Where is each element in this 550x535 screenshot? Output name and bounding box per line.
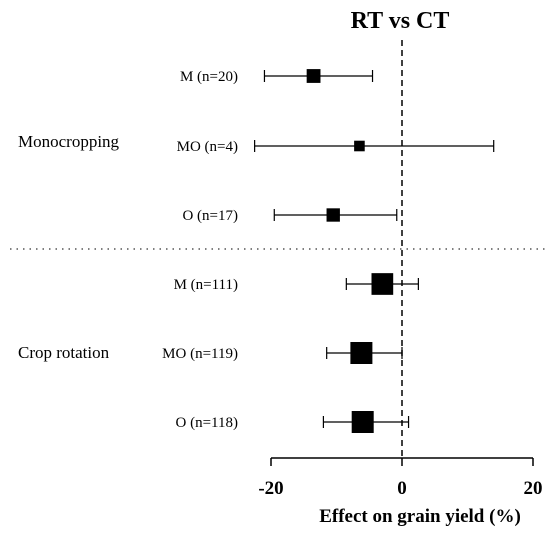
point-estimate bbox=[350, 342, 373, 364]
x-axis-ticks: -20 0 20 bbox=[258, 458, 543, 499]
row-label: O (n=17) bbox=[182, 208, 238, 224]
point-estimate bbox=[371, 273, 394, 295]
x-tick-label: 0 bbox=[397, 478, 407, 499]
row-label: M (n=111) bbox=[174, 277, 238, 293]
row-label: MO (n=119) bbox=[162, 346, 238, 362]
row-label: M (n=20) bbox=[180, 69, 238, 85]
x-tick-label: 20 bbox=[524, 478, 543, 499]
x-tick-label: -20 bbox=[258, 478, 283, 499]
group-label-crop-rotation: Crop rotation bbox=[18, 343, 110, 362]
group-label-monocropping: Monocropping bbox=[18, 132, 120, 151]
point-estimate bbox=[354, 140, 365, 152]
row-label: MO (n=4) bbox=[177, 139, 238, 155]
data-rows: M (n=20) MO (n=4) O (n=17) M (n=111) MO (n=1… bbox=[162, 69, 495, 433]
point-estimate bbox=[351, 411, 374, 433]
row-label: O (n=118) bbox=[176, 415, 238, 431]
chart-title: RT vs CT bbox=[351, 8, 450, 34]
point-estimate bbox=[326, 208, 340, 222]
x-axis-title: Effect on grain yield (%) bbox=[319, 506, 521, 527]
point-estimate bbox=[306, 69, 321, 83]
